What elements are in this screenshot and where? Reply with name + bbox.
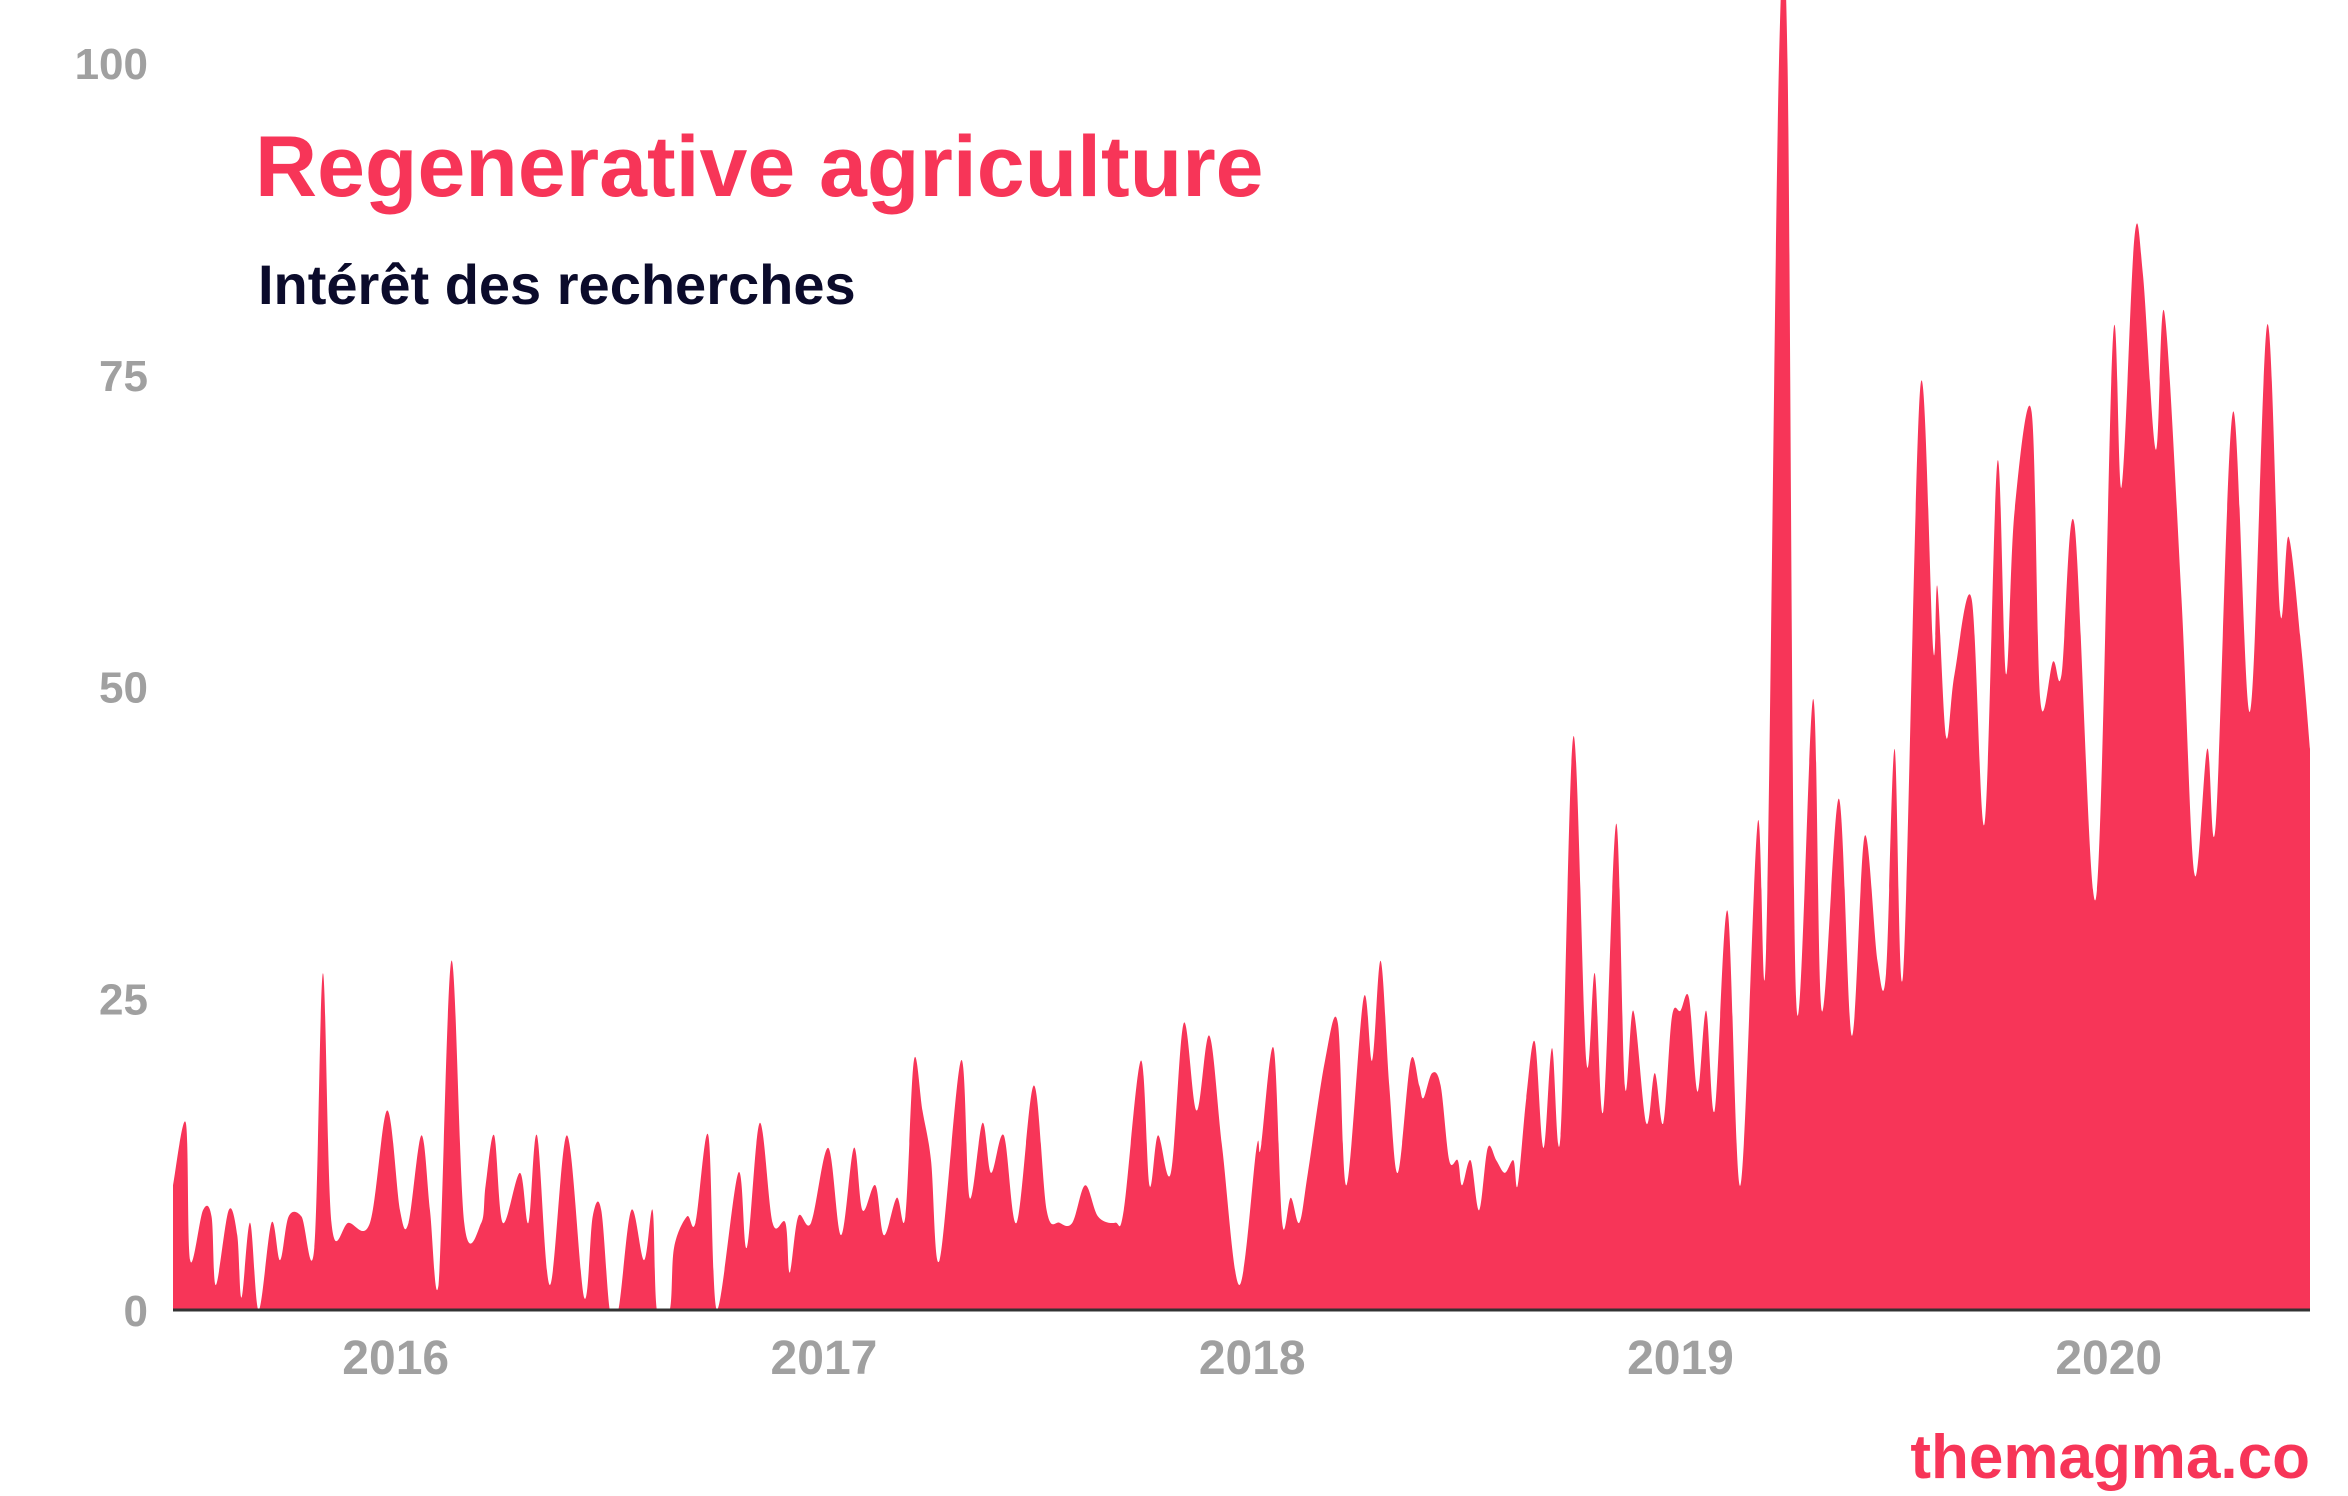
x-tick-label: 2017	[771, 1332, 878, 1385]
x-tick-label: 2020	[2055, 1332, 2162, 1385]
y-tick-label: 0	[124, 1287, 148, 1336]
brand-watermark: themagma.co	[1910, 1423, 2310, 1492]
y-tick-label: 75	[99, 352, 148, 401]
x-axis-ticks: 2016 2017 2018 2019 2020	[342, 1332, 2162, 1385]
y-tick-label: 100	[75, 40, 148, 89]
y-axis-ticks: 0 25 50 75 100	[75, 40, 148, 1336]
x-tick-label: 2018	[1199, 1332, 1306, 1385]
series-area	[173, 0, 2310, 1310]
y-tick-label: 25	[99, 975, 148, 1024]
x-tick-label: 2019	[1627, 1332, 1734, 1385]
x-tick-label: 2016	[342, 1332, 449, 1385]
y-tick-label: 50	[99, 664, 148, 713]
chart-title: Regenerative agriculture	[255, 119, 1264, 215]
chart-subtitle: Intérêt des recherches	[258, 253, 856, 316]
